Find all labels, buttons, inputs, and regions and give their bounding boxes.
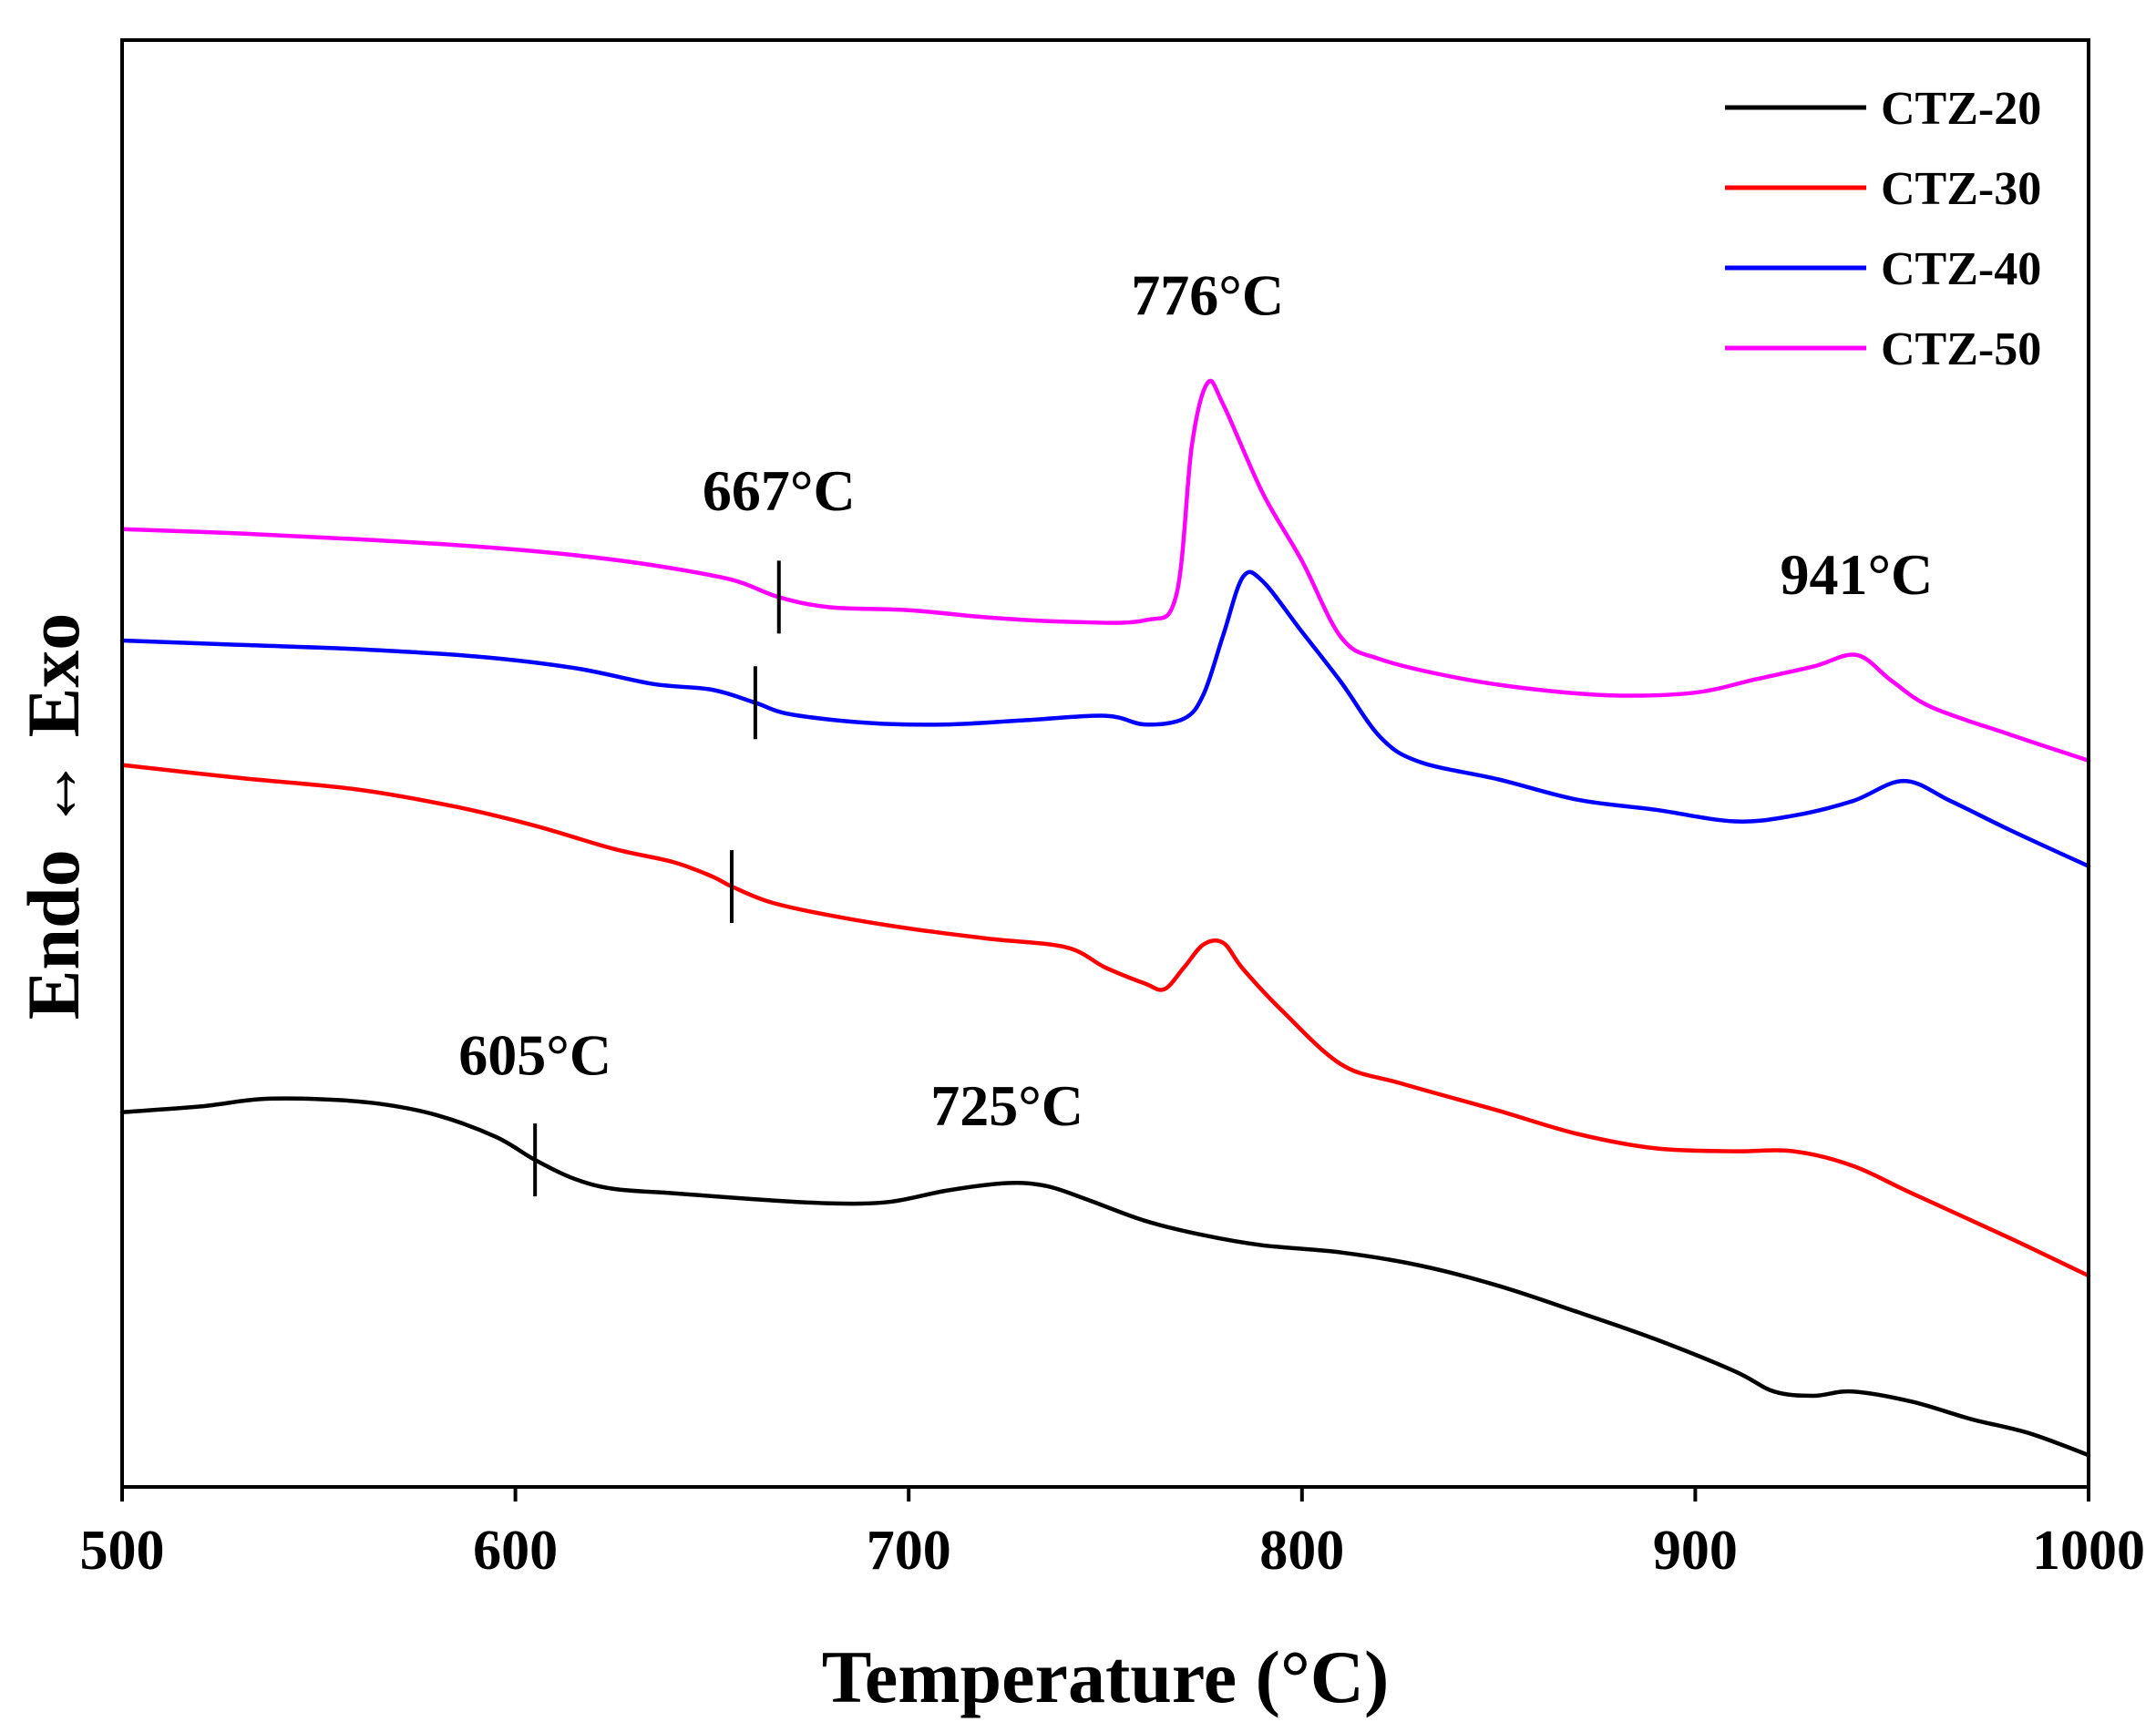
series-line-ctz-40 <box>119 569 2091 868</box>
x-tick-label: 800 <box>1259 1520 1344 1582</box>
plot-frame <box>120 38 2090 1489</box>
x-tick-label: 1000 <box>2032 1520 2145 1582</box>
annotation-label: 605°C <box>458 1022 611 1087</box>
x-axis-ticks: 500 600 700 800 900 1000 <box>80 1487 2145 1582</box>
x-tick-label: 600 <box>473 1520 558 1582</box>
legend-label-ctz-50: CTZ-50 <box>1881 323 2041 375</box>
series-line-ctz-30 <box>119 763 2091 1278</box>
annotation-label: 776°C <box>1131 263 1284 328</box>
series-layer <box>119 378 2091 1458</box>
series-line-ctz-20 <box>119 1096 2091 1458</box>
legend-label-ctz-40: CTZ-40 <box>1881 243 2041 295</box>
marker-layer <box>533 560 781 1197</box>
annotation-label: 941°C <box>1780 542 1933 607</box>
x-tick-label: 500 <box>80 1520 165 1582</box>
annotation-label: 725°C <box>930 1073 1083 1138</box>
legend-label-ctz-30: CTZ-30 <box>1881 163 2041 215</box>
annotation-layer: 776°C 667°C 941°C 605°C 725°C <box>458 263 1933 1138</box>
x-tick-label: 700 <box>867 1520 951 1582</box>
series-line-ctz-50 <box>119 378 2091 764</box>
annotation-label: 667°C <box>703 458 856 523</box>
x-axis-title: Temperature (°C) <box>822 1635 1390 1718</box>
x-tick-label: 900 <box>1653 1520 1738 1582</box>
legend-label-ctz-20: CTZ-20 <box>1881 83 2041 135</box>
y-axis-title: Endo ↔ Exo <box>12 613 95 1020</box>
legend: CTZ-20 CTZ-30 CTZ-40 CTZ-50 <box>1725 83 2041 375</box>
